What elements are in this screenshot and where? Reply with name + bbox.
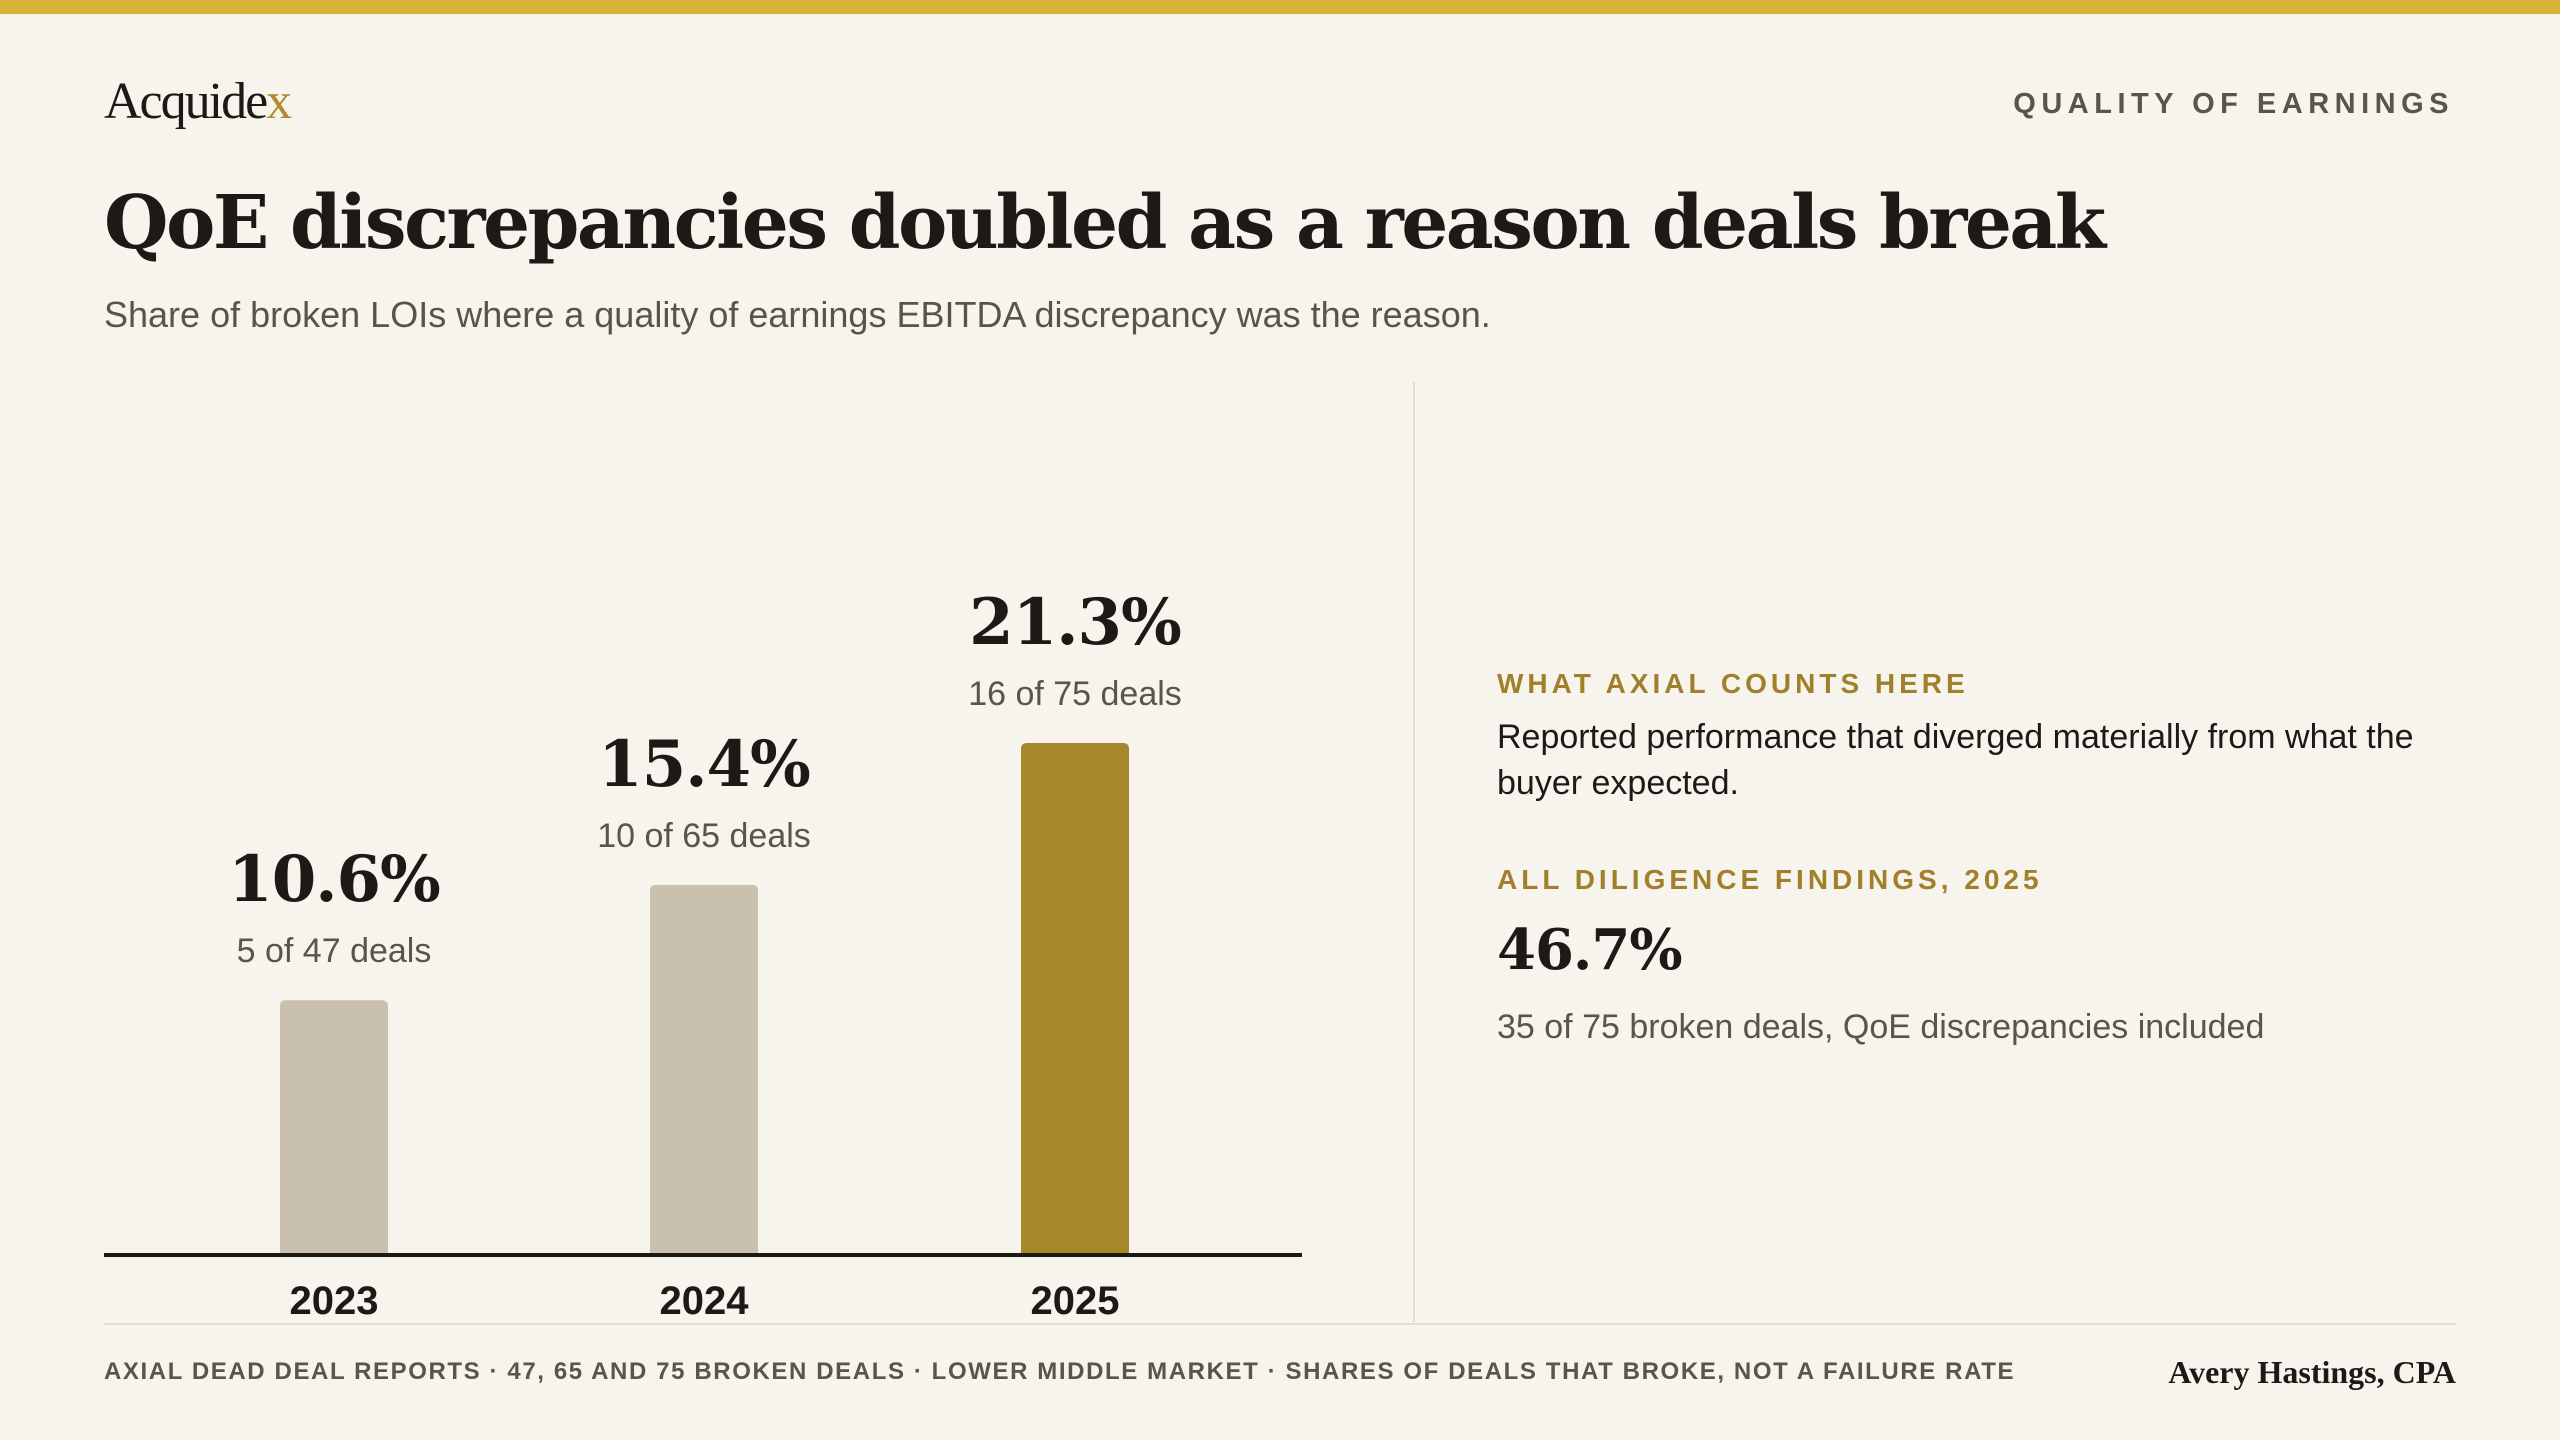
data-label-value: 21.3% — [969, 585, 1182, 660]
x-tick-label-2024: 2024 — [659, 1279, 749, 1323]
section-kicker: QUALITY OF EARNINGS — [2013, 88, 2454, 120]
footer-source: AXIAL DEAD DEAL REPORTS · 47, 65 AND 75 … — [104, 1358, 2016, 1385]
accent-top-bar — [0, 0, 2560, 14]
findings-value: 46.7% — [1497, 917, 1683, 983]
bar-chart: 10.6% 5 of 47 deals 2023 15.4% 10 of 65 deal… — [104, 585, 1302, 1323]
definition-text: Reported performance that diverged mater… — [1497, 718, 2414, 802]
page-title: QoE discrepancies doubled as a reason de… — [104, 180, 2106, 266]
bar-label-2024: 15.4% 10 of 65 deals — [494, 726, 914, 855]
x-tick-label-2025: 2025 — [1030, 1279, 1120, 1323]
data-label-count: 10 of 65 deals — [597, 816, 811, 855]
logo-accent-letter: x — [266, 73, 292, 130]
data-label-value: 10.6% — [228, 842, 441, 918]
brand-logo: Acquidex — [104, 72, 292, 131]
bar-label-2025: 21.3% 16 of 75 deals — [865, 585, 1285, 713]
side-panel: WHAT AXIAL COUNTS HERE Reported performa… — [1497, 668, 2457, 1047]
data-label-count: 16 of 75 deals — [968, 675, 1182, 713]
bar-2023 — [280, 1000, 388, 1255]
x-tick-label-2023: 2023 — [289, 1279, 379, 1323]
page-subtitle: Share of broken LOIs where a quality of … — [104, 294, 1491, 335]
bar-chart-canvas — [104, 743, 1302, 1257]
data-label-value: 15.4% — [598, 726, 811, 802]
bar-label-2023: 10.6% 5 of 47 deals — [124, 842, 544, 971]
footer-divider — [104, 1323, 2456, 1325]
logo-wordmark: Acquide — [104, 73, 268, 130]
footer-author: Avery Hastings, CPA — [2168, 1354, 2456, 1390]
bar-2025 — [1021, 743, 1129, 1255]
data-label-count: 5 of 47 deals — [236, 932, 432, 971]
vertical-divider — [1413, 382, 1415, 1322]
findings-note: 35 of 75 broken deals, QoE discrepancies… — [1497, 1008, 2265, 1046]
bar-2024 — [650, 884, 758, 1255]
findings-heading: ALL DILIGENCE FINDINGS, 2025 — [1497, 864, 2043, 895]
definition-heading: WHAT AXIAL COUNTS HERE — [1497, 668, 1969, 699]
